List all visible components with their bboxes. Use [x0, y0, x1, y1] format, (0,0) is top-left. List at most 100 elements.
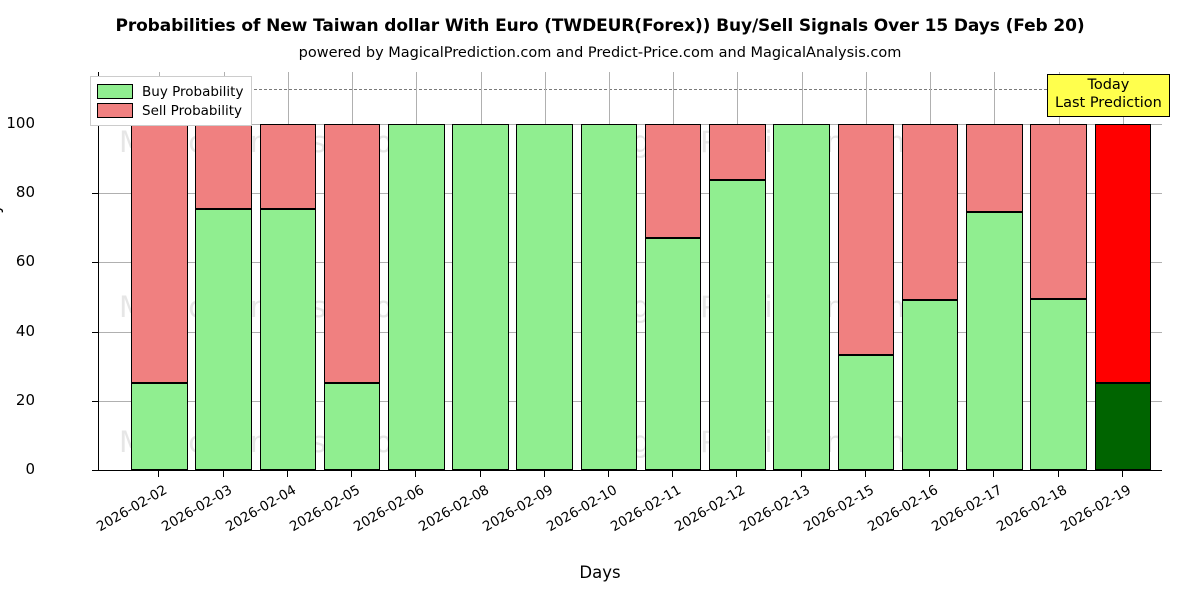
bar-segment-buy[interactable] — [901, 300, 959, 470]
x-axis-label: Days — [579, 563, 621, 582]
x-axis-tick-label: 2026-02-09 — [479, 482, 556, 536]
bar-segment-sell[interactable] — [966, 123, 1023, 212]
bar-segment-sell[interactable] — [195, 123, 252, 210]
x-axis-tick-label: 2026-02-04 — [222, 482, 299, 536]
bar-segment-buy[interactable] — [709, 180, 766, 470]
legend-item-buy: Buy Probability — [97, 82, 243, 101]
bar-group[interactable] — [323, 72, 381, 470]
plot-area: MagicalAnalysis.comMagicalPrediction.com… — [98, 72, 1162, 471]
legend-label-buy: Buy Probability — [142, 83, 244, 100]
x-axis-tick-mark — [800, 471, 802, 477]
legend-item-sell: Sell Probability — [97, 101, 243, 120]
x-axis-tick-mark — [222, 471, 224, 477]
bar-segment-sell[interactable] — [901, 123, 959, 301]
bar-segment-buy[interactable] — [452, 123, 509, 470]
y-axis-tick-mark — [92, 262, 98, 264]
bar-segment-buy[interactable] — [195, 209, 252, 470]
chart-legend: Buy Probability Sell Probability — [90, 76, 253, 126]
x-axis-tick-mark — [543, 471, 545, 477]
y-axis-tick-label: 0 — [25, 460, 35, 478]
y-axis-tick-mark — [92, 400, 98, 402]
x-axis-tick-label: 2026-02-16 — [865, 482, 942, 536]
y-axis-tick-mark — [92, 193, 98, 195]
x-axis-tick-label: 2026-02-15 — [800, 482, 877, 536]
bar-segment-buy[interactable] — [388, 123, 445, 470]
x-axis-tick-mark — [607, 471, 609, 477]
x-axis-tick-mark — [286, 471, 288, 477]
x-axis-tick-mark — [1057, 471, 1059, 477]
bar-group[interactable] — [773, 72, 830, 470]
x-axis-tick-label: 2026-02-18 — [993, 482, 1070, 536]
reference-line-dashed — [99, 89, 1162, 91]
bar-segment-buy[interactable] — [966, 211, 1023, 470]
x-axis-tick-label: 2026-02-03 — [158, 482, 235, 536]
x-axis-tick-mark — [351, 471, 353, 477]
bar-segment-buy[interactable] — [644, 238, 702, 470]
bar-segment-buy[interactable] — [516, 123, 573, 470]
plot-inner: MagicalAnalysis.comMagicalPrediction.com… — [99, 72, 1162, 470]
today-annotation-line2: Last Prediction — [1055, 94, 1162, 111]
bar-group[interactable] — [1030, 72, 1087, 470]
bar-group[interactable] — [131, 72, 188, 470]
y-axis-label: Probability — [0, 203, 4, 292]
y-axis-tick-mark — [92, 470, 98, 471]
bar-group[interactable] — [837, 72, 895, 470]
x-axis-tick-mark — [479, 471, 481, 477]
y-axis-tick-label: 40 — [15, 321, 35, 340]
x-axis-tick-label: 2026-02-06 — [351, 482, 428, 536]
bar-group[interactable] — [516, 72, 573, 470]
legend-swatch-buy — [97, 84, 133, 99]
x-axis-tick-label: 2026-02-10 — [544, 482, 620, 536]
bar-segment-buy[interactable] — [1094, 383, 1152, 470]
bar-group[interactable] — [901, 72, 959, 470]
bar-group[interactable] — [388, 72, 445, 470]
bar-group[interactable] — [259, 72, 317, 470]
bar-group[interactable] — [966, 72, 1023, 470]
bar-segment-sell[interactable] — [323, 123, 381, 384]
bar-segment-buy[interactable] — [323, 383, 381, 470]
y-axis-tick-mark — [92, 331, 98, 333]
x-axis-tick-mark — [158, 471, 160, 477]
x-axis-tick-mark — [736, 471, 738, 477]
bar-segment-buy[interactable] — [580, 123, 638, 470]
x-axis-tick-mark — [993, 471, 995, 477]
x-axis-tick-mark — [864, 471, 866, 477]
y-axis-tick-label: 80 — [15, 183, 35, 202]
y-axis-tick-label: 60 — [15, 252, 35, 271]
bar-segment-buy[interactable] — [1030, 299, 1087, 470]
x-axis-tick-mark — [929, 471, 931, 477]
bar-group[interactable] — [644, 72, 702, 470]
x-axis-tick-mark — [672, 471, 674, 477]
bar-group[interactable] — [709, 72, 766, 470]
bar-segment-sell[interactable] — [131, 123, 188, 384]
x-axis-tick-label: 2026-02-17 — [929, 482, 1006, 536]
x-axis-tick-label: 2026-02-05 — [287, 482, 364, 536]
today-annotation: Today Last Prediction — [1047, 74, 1170, 118]
chart-title: Probabilities of New Taiwan dollar With … — [115, 16, 1085, 36]
bar-segment-sell[interactable] — [837, 123, 895, 356]
x-axis-tick-label: 2026-02-08 — [415, 482, 492, 536]
bar-segment-buy[interactable] — [837, 355, 895, 470]
y-axis-tick-label: 20 — [15, 390, 35, 409]
legend-swatch-sell — [97, 103, 133, 118]
x-axis-tick-label: 2026-02-02 — [94, 482, 171, 536]
bar-segment-sell[interactable] — [259, 123, 317, 210]
bar-group[interactable] — [195, 72, 252, 470]
bar-segment-buy[interactable] — [259, 209, 317, 470]
x-axis-tick-label: 2026-02-11 — [608, 482, 685, 536]
legend-label-sell: Sell Probability — [142, 102, 243, 119]
bar-segment-sell[interactable] — [1094, 123, 1152, 384]
bar-group[interactable] — [580, 72, 638, 470]
bar-segment-sell[interactable] — [709, 123, 766, 181]
x-axis-tick-label: 2026-02-13 — [736, 482, 813, 536]
bar-segment-buy[interactable] — [773, 123, 830, 470]
bar-segment-sell[interactable] — [1030, 123, 1087, 300]
bar-group[interactable] — [452, 72, 509, 470]
x-axis-tick-label: 2026-02-12 — [672, 482, 749, 536]
y-axis-tick-label: 100 — [6, 113, 35, 132]
bar-group[interactable] — [1094, 72, 1152, 470]
bar-segment-sell[interactable] — [644, 123, 702, 239]
x-axis-tick-mark — [415, 471, 417, 477]
bar-segment-buy[interactable] — [131, 383, 188, 470]
